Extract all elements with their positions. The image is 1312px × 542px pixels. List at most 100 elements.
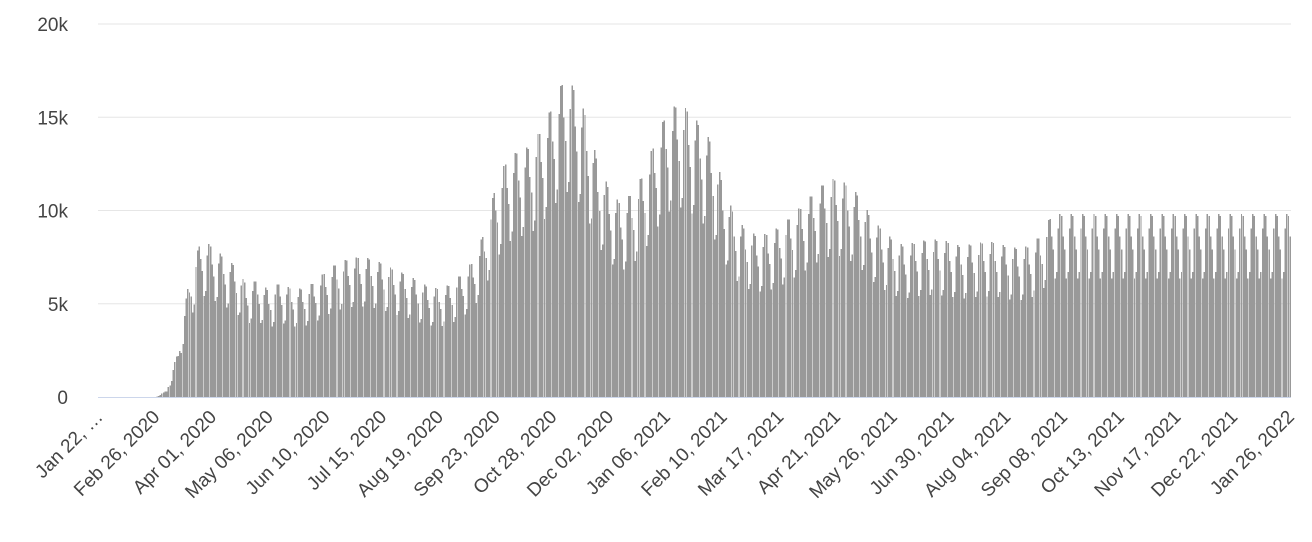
bar xyxy=(465,308,468,397)
bar xyxy=(245,298,247,397)
bar xyxy=(1161,214,1163,397)
bar xyxy=(504,164,507,397)
bar xyxy=(819,203,821,397)
bar xyxy=(393,285,395,397)
bar xyxy=(1018,276,1021,397)
bar xyxy=(402,274,405,397)
bar xyxy=(266,290,269,397)
bar xyxy=(757,266,760,397)
bar xyxy=(929,294,931,397)
bar xyxy=(167,387,170,397)
bar xyxy=(838,256,841,397)
bar xyxy=(161,393,163,397)
bar xyxy=(1065,278,1068,397)
bar xyxy=(1205,228,1207,397)
bar xyxy=(307,320,309,397)
bar xyxy=(584,114,586,398)
bar xyxy=(478,256,481,397)
bar xyxy=(1261,228,1264,397)
bar xyxy=(1052,249,1055,397)
bar xyxy=(610,230,612,397)
bar xyxy=(485,257,487,397)
bar xyxy=(598,211,601,397)
bar xyxy=(550,111,552,397)
bar xyxy=(1057,228,1060,397)
bar xyxy=(187,289,189,397)
bar xyxy=(782,284,784,397)
bar xyxy=(232,265,234,397)
bar xyxy=(1017,266,1019,397)
bar xyxy=(553,158,555,397)
bar xyxy=(880,249,883,397)
bar xyxy=(1114,228,1116,397)
bar xyxy=(958,246,961,397)
bar xyxy=(1049,218,1051,397)
bar xyxy=(1085,236,1087,397)
bar xyxy=(1211,249,1214,397)
bar xyxy=(375,303,377,397)
bar xyxy=(169,385,171,397)
bar xyxy=(1128,215,1131,397)
bar xyxy=(516,153,518,397)
bar xyxy=(733,236,735,397)
bar xyxy=(284,320,286,397)
bar xyxy=(1159,228,1162,397)
bar xyxy=(712,196,714,397)
bar xyxy=(1102,228,1105,397)
bar xyxy=(901,246,904,397)
bar xyxy=(1242,215,1244,397)
bar xyxy=(1196,215,1199,397)
bar xyxy=(491,197,494,397)
bar xyxy=(934,239,936,397)
bar xyxy=(991,241,993,397)
bar xyxy=(467,276,470,397)
bar xyxy=(543,218,546,397)
bar xyxy=(1221,236,1223,397)
bar xyxy=(313,296,316,397)
bar xyxy=(950,272,953,397)
bar xyxy=(183,315,186,397)
bar xyxy=(264,287,267,397)
bar xyxy=(945,241,948,397)
bar xyxy=(240,285,243,397)
bar xyxy=(273,321,275,397)
bar xyxy=(673,106,675,397)
bar xyxy=(1034,252,1037,397)
bar xyxy=(295,322,298,397)
bar xyxy=(947,242,949,397)
bar xyxy=(371,285,374,397)
bar xyxy=(1137,228,1139,397)
bar xyxy=(1273,228,1275,397)
bar xyxy=(871,252,873,397)
bar xyxy=(268,303,270,397)
bar xyxy=(874,277,876,397)
bar xyxy=(983,260,985,397)
bar xyxy=(804,270,807,397)
bar xyxy=(820,185,823,397)
bar xyxy=(459,276,461,397)
bar xyxy=(688,145,690,397)
bar xyxy=(697,125,700,397)
bar xyxy=(1030,273,1032,397)
bar xyxy=(830,196,833,397)
bar xyxy=(986,296,988,397)
bar xyxy=(358,273,361,397)
bar xyxy=(234,281,236,397)
bar xyxy=(368,259,371,397)
bar xyxy=(1247,278,1249,397)
bar xyxy=(731,211,734,397)
bar xyxy=(201,270,204,397)
bar xyxy=(1149,214,1152,397)
bar xyxy=(373,308,376,397)
bar xyxy=(221,256,223,397)
bar xyxy=(772,283,774,397)
bar xyxy=(900,244,902,397)
bar xyxy=(1218,214,1220,397)
bar xyxy=(1203,271,1205,397)
bar xyxy=(884,289,886,397)
bar xyxy=(414,280,416,397)
bar xyxy=(243,282,246,397)
bar xyxy=(431,321,434,397)
bar xyxy=(927,270,930,397)
